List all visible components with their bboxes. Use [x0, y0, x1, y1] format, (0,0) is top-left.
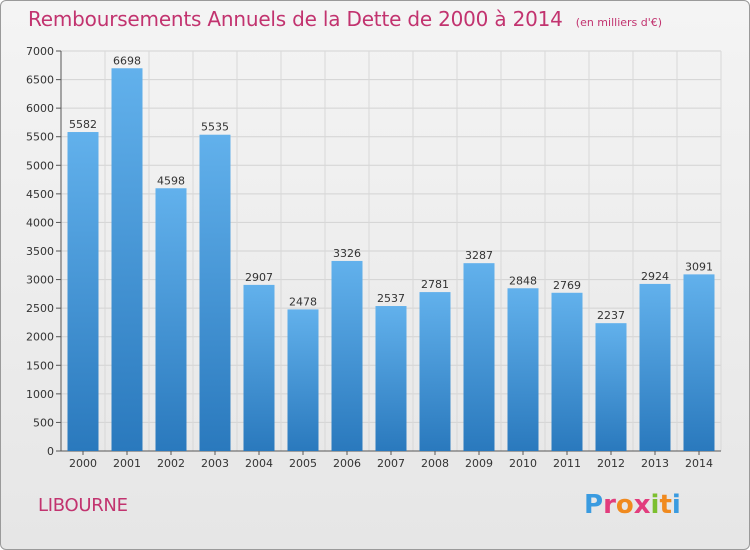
y-tick-label: 7000	[26, 45, 54, 58]
proxiti-logo: Proxiti	[584, 490, 681, 520]
axis-layer: 0 500 1000 1500 2000 2500 3000 3500 4000 4500 5000…	[26, 45, 721, 458]
value-label-2009: 3287	[465, 249, 493, 262]
bar-2011	[551, 292, 583, 451]
bar-2004	[243, 284, 275, 451]
bar-2007	[375, 306, 407, 451]
commune-label: LIBOURNE	[38, 495, 128, 516]
y-tick-label: 3000	[26, 274, 54, 287]
bar-2012	[595, 323, 627, 451]
bar-2002	[155, 188, 187, 451]
value-label-2010: 2848	[509, 274, 537, 287]
logo-letter: i	[671, 490, 681, 520]
logo-letter: r	[603, 490, 616, 520]
logo-letter: x	[633, 490, 651, 520]
value-label-2008: 2781	[421, 278, 449, 291]
x-tick-label-2014: 2014	[685, 457, 713, 470]
y-tick-label: 6000	[26, 102, 54, 115]
bar-2013	[639, 283, 671, 451]
value-label-2004: 2907	[245, 271, 273, 284]
value-label-2005: 2478	[289, 295, 317, 308]
bar-2006	[331, 260, 363, 451]
logo-letter: i	[650, 490, 660, 520]
y-tick-label: 2500	[26, 302, 54, 315]
y-tick-label: 1000	[26, 388, 54, 401]
logo-letter: t	[659, 490, 672, 520]
bar-2014	[683, 274, 715, 451]
bar-2003	[199, 134, 231, 451]
value-label-2011: 2769	[553, 279, 581, 292]
x-tick-label-2000: 2000	[69, 457, 97, 470]
x-tick-label-2009: 2009	[465, 457, 493, 470]
value-label-2013: 2924	[641, 270, 669, 283]
label-layer: 5582 2000 6698 2001 4598 2002 5535 2003 2907 2004…	[69, 54, 713, 470]
y-tick-label: 1500	[26, 359, 54, 372]
y-tick-label: 2000	[26, 331, 54, 344]
value-label-2006: 3326	[333, 247, 361, 260]
x-tick-label-2011: 2011	[553, 457, 581, 470]
x-tick-label-2010: 2010	[509, 457, 537, 470]
x-tick-label-2005: 2005	[289, 457, 317, 470]
x-tick-label-2013: 2013	[641, 457, 669, 470]
x-tick-label-2007: 2007	[377, 457, 405, 470]
y-tick-label: 500	[33, 416, 54, 429]
value-label-2000: 5582	[69, 118, 97, 131]
bar-2000	[67, 132, 99, 451]
value-label-2001: 6698	[113, 54, 141, 67]
x-tick-label-2012: 2012	[597, 457, 625, 470]
value-label-2007: 2537	[377, 292, 405, 305]
x-tick-label-2003: 2003	[201, 457, 229, 470]
logo-letter: P	[584, 490, 604, 520]
y-tick-label: 5000	[26, 159, 54, 172]
y-tick-label: 4000	[26, 216, 54, 229]
y-tick-label: 3500	[26, 245, 54, 258]
bar-2001	[111, 68, 143, 451]
x-tick-label-2008: 2008	[421, 457, 449, 470]
title-row: Remboursements Annuels de la Dette de 20…	[28, 7, 662, 31]
x-tick-label-2002: 2002	[157, 457, 185, 470]
y-tick-label: 4500	[26, 188, 54, 201]
x-tick-label-2006: 2006	[333, 457, 361, 470]
logo-letter: o	[615, 490, 634, 520]
x-tick-label-2001: 2001	[113, 457, 141, 470]
bar-2010	[507, 288, 539, 451]
chart-title: Remboursements Annuels de la Dette de 20…	[28, 7, 563, 31]
x-tick-label-2004: 2004	[245, 457, 273, 470]
value-label-2012: 2237	[597, 309, 625, 322]
y-tick-label: 5500	[26, 131, 54, 144]
y-tick-label: 6500	[26, 74, 54, 87]
y-tick-label: 0	[47, 445, 54, 458]
chart-unit: (en milliers d'€)	[575, 16, 663, 29]
bar-2008	[419, 292, 451, 451]
bar-layer	[67, 68, 715, 451]
value-label-2014: 3091	[685, 260, 713, 273]
bar-2009	[463, 263, 495, 451]
value-label-2002: 4598	[157, 174, 185, 187]
bar-2005	[287, 309, 319, 451]
value-label-2003: 5535	[201, 121, 229, 134]
